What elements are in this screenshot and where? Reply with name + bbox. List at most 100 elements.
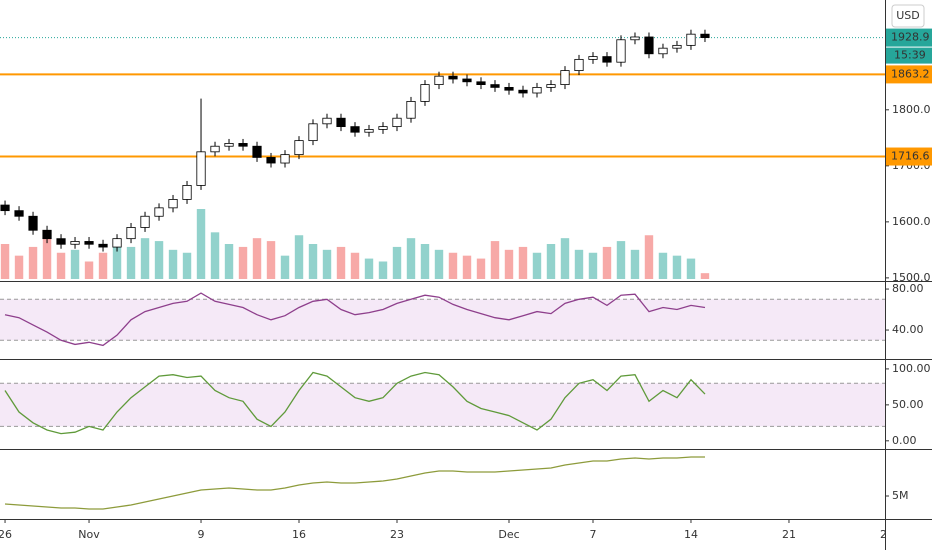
volume-bar [392, 246, 402, 279]
last-price-box [886, 28, 932, 47]
volume-bar [504, 249, 514, 279]
candle-body [350, 126, 360, 133]
candle-body [392, 117, 402, 128]
y-tick-label: 100.00 [892, 362, 931, 375]
y-tick-label: 1500.0 [892, 271, 931, 284]
volume-bar [322, 249, 332, 279]
axes: 1500.01600.01700.01800.01863.21716.61928… [885, 28, 932, 502]
hline-label: 1716.6 [891, 150, 930, 163]
candle-body [560, 70, 570, 85]
volume-bar [224, 244, 234, 279]
volume-bar [280, 255, 290, 279]
y-tick-label: 1600.0 [892, 215, 931, 228]
volume-bar [336, 246, 346, 279]
volume-bar [644, 235, 654, 279]
x-tick-label: 7 [589, 528, 596, 541]
candle-body [462, 78, 472, 83]
x-tick-label: 23 [390, 528, 404, 541]
x-tick-label: 14 [684, 528, 698, 541]
volume-bar [112, 244, 122, 279]
volume-bar [266, 241, 276, 279]
y-tick-label: 5M [892, 489, 909, 502]
y-tick-label: 0.00 [892, 434, 917, 447]
volume-bar [252, 238, 262, 279]
hline-label: 1863.2 [891, 67, 930, 80]
volume-bar [700, 273, 710, 279]
candle-body [0, 204, 10, 212]
volume-bar [350, 252, 360, 279]
volume-bar [602, 246, 612, 279]
volume-bar [490, 241, 500, 279]
x-tick-label: 9 [198, 528, 205, 541]
candle-body [210, 145, 220, 153]
candle-body [140, 215, 150, 228]
candle-body [294, 140, 304, 156]
volume-bar [420, 244, 430, 279]
currency[interactable]: USD [896, 9, 920, 22]
candle-body [364, 129, 374, 133]
x-tick-label: 26 [0, 528, 12, 541]
y-tick-label: 80.00 [892, 282, 924, 295]
volume-bar [546, 244, 556, 279]
candle-body [182, 185, 192, 200]
candle-body [224, 143, 234, 147]
currency-box[interactable] [891, 4, 925, 28]
volume-bar [238, 246, 248, 279]
x-tick-label: 21 [782, 528, 796, 541]
indicator-line [4, 371, 706, 435]
candle-body [420, 84, 430, 102]
candle-body [126, 227, 136, 240]
candle-body [644, 36, 654, 55]
candle-body [308, 123, 318, 142]
volume-bar [154, 241, 164, 279]
candle-body [700, 33, 710, 38]
y-tick-label: 1800.0 [892, 103, 931, 116]
band-fill [0, 299, 885, 341]
volume-bar [658, 252, 668, 279]
candle-body [28, 215, 38, 231]
volume-bar [308, 244, 318, 279]
volume-bar [294, 235, 304, 279]
candle-body [70, 241, 80, 245]
hline-label-box [886, 65, 932, 84]
volume-bar [56, 252, 66, 279]
candle-body [588, 56, 598, 60]
volume-bar [588, 252, 598, 279]
volume-bar [126, 246, 136, 279]
candle-body [112, 238, 122, 248]
volume-bar [196, 209, 206, 279]
candle-body [616, 39, 626, 63]
volume-bar [686, 258, 696, 279]
volume-bar [518, 246, 528, 279]
volume-bar [42, 238, 52, 279]
candle-body [504, 86, 514, 91]
candle-body [168, 199, 178, 209]
volume-bar [364, 258, 374, 279]
plot: 26 Nov 9 16 23 Dec 7 14 21 28 [0, 29, 885, 541]
hline-label-box [886, 147, 932, 166]
volume-bar [210, 232, 220, 279]
candle-body [546, 84, 556, 88]
candle-body [42, 229, 52, 240]
candle-body [196, 151, 206, 186]
volume-bar [406, 238, 416, 279]
candle-body [14, 210, 24, 217]
volume-bar [462, 255, 472, 279]
candle-body [378, 126, 388, 130]
x-tick-label: Nov [78, 528, 100, 541]
candle-body [518, 89, 528, 94]
indicator-line [4, 292, 706, 347]
volume-bar [574, 249, 584, 279]
volume-bar [672, 255, 682, 279]
candle-body [686, 33, 696, 46]
volume-bar [182, 252, 192, 279]
candle-body [434, 75, 444, 85]
volume-bar [0, 244, 10, 279]
y-tick-label: 40.00 [892, 323, 924, 336]
countdown-box [886, 47, 932, 64]
volume-bar [476, 258, 486, 279]
candle-body [602, 56, 612, 63]
band-fill [0, 383, 885, 427]
